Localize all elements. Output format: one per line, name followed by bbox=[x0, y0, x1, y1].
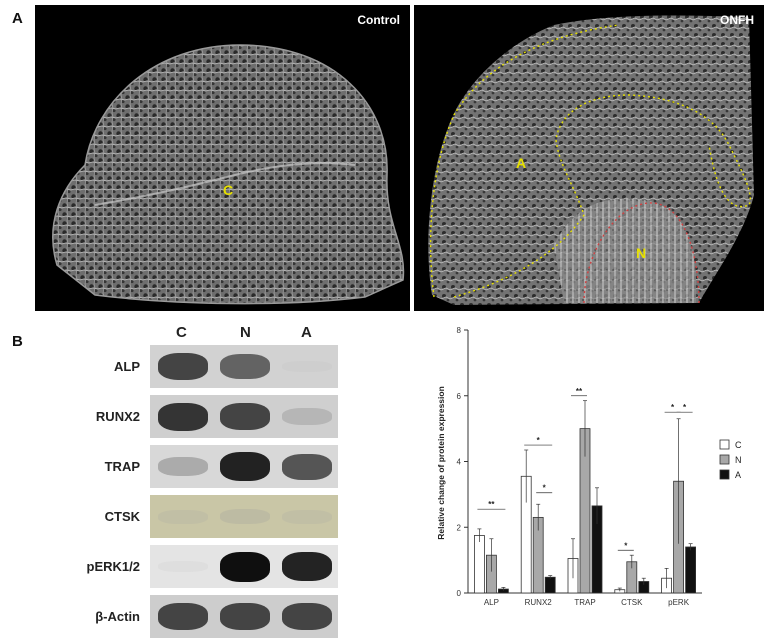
panel-a-letter: A bbox=[12, 10, 23, 27]
blot-band bbox=[158, 457, 208, 476]
x-tick-label: TRAP bbox=[574, 598, 595, 607]
blot-row-label: CTSK bbox=[104, 509, 140, 524]
significance-marker: ** bbox=[576, 387, 583, 396]
blot-strip bbox=[150, 545, 338, 588]
significance-marker: * bbox=[683, 403, 687, 412]
y-tick-label: 6 bbox=[457, 392, 462, 401]
chart-ylabel: Relative change of protein expression bbox=[436, 386, 446, 540]
x-tick-label: ALP bbox=[484, 598, 499, 607]
bar-A-RUNX2 bbox=[544, 576, 556, 594]
blot-band bbox=[220, 452, 270, 481]
blot-band bbox=[282, 361, 332, 372]
blot-row-label: RUNX2 bbox=[95, 409, 140, 424]
significance-marker: * bbox=[543, 484, 547, 493]
blot-column-c: C bbox=[176, 324, 187, 341]
region-c-label: C bbox=[223, 182, 234, 198]
x-tick-label: pERK bbox=[668, 598, 690, 607]
y-tick-label: 4 bbox=[457, 458, 462, 467]
blot-column-n: N bbox=[240, 324, 251, 341]
blot-band bbox=[220, 551, 270, 582]
panel-b-letter: B bbox=[12, 333, 23, 350]
blot-strip bbox=[150, 345, 338, 388]
onfh-label: ONFH bbox=[720, 13, 754, 27]
blot-band bbox=[158, 509, 208, 524]
blot-band bbox=[220, 509, 270, 524]
blot-row-label: TRAP bbox=[104, 459, 140, 474]
x-tick-label: CTSK bbox=[621, 598, 643, 607]
blot-band bbox=[282, 603, 332, 630]
x-tick-label: RUNX2 bbox=[525, 598, 553, 607]
blot-strip bbox=[150, 595, 338, 638]
blot-band bbox=[282, 552, 332, 581]
blot-band bbox=[158, 353, 208, 380]
significance-marker: ** bbox=[488, 500, 495, 509]
legend-label-A: A bbox=[735, 470, 741, 480]
blot-strip bbox=[150, 395, 338, 438]
y-tick-label: 0 bbox=[457, 589, 462, 598]
blot-band bbox=[220, 354, 270, 379]
region-a-label: A bbox=[516, 155, 527, 171]
significance-marker: * bbox=[624, 541, 628, 550]
protein-expression-chart: Relative change of protein expression 0 2… bbox=[436, 326, 742, 607]
legend-label-N: N bbox=[735, 455, 742, 465]
blot-band bbox=[220, 603, 270, 630]
blot-row-label: β-Actin bbox=[95, 609, 140, 624]
blot-strip bbox=[150, 495, 338, 538]
bar-C-ALP bbox=[474, 535, 485, 594]
blot-row-label: pERK1/2 bbox=[86, 559, 140, 574]
blot-band bbox=[220, 403, 270, 430]
blot-band bbox=[158, 603, 208, 630]
legend-label-C: C bbox=[735, 440, 742, 450]
control-label: Control bbox=[357, 13, 400, 27]
blot-column-a: A bbox=[301, 324, 312, 341]
control-ct-image: Control C bbox=[35, 5, 410, 311]
legend-swatch-A bbox=[719, 469, 730, 480]
control-bone-scan bbox=[52, 44, 405, 305]
significance-marker: * bbox=[671, 403, 675, 412]
blot-band bbox=[282, 509, 332, 524]
onfh-bone-scan bbox=[428, 15, 754, 306]
blot-strip bbox=[150, 445, 338, 488]
legend-swatch-C bbox=[719, 439, 730, 450]
bar-A-pERK bbox=[685, 546, 697, 594]
onfh-ct-image: ONFH A N bbox=[414, 5, 764, 311]
blot-row-label: ALP bbox=[114, 359, 140, 374]
y-tick-label: 8 bbox=[457, 326, 462, 335]
blot-band bbox=[282, 453, 332, 480]
y-tick-label: 2 bbox=[457, 523, 462, 532]
blot-band bbox=[282, 408, 332, 425]
blot-band bbox=[158, 402, 208, 431]
region-n-label: N bbox=[636, 245, 647, 261]
significance-marker: * bbox=[537, 436, 541, 445]
legend-swatch-N bbox=[719, 454, 730, 465]
blot-band bbox=[158, 561, 208, 572]
